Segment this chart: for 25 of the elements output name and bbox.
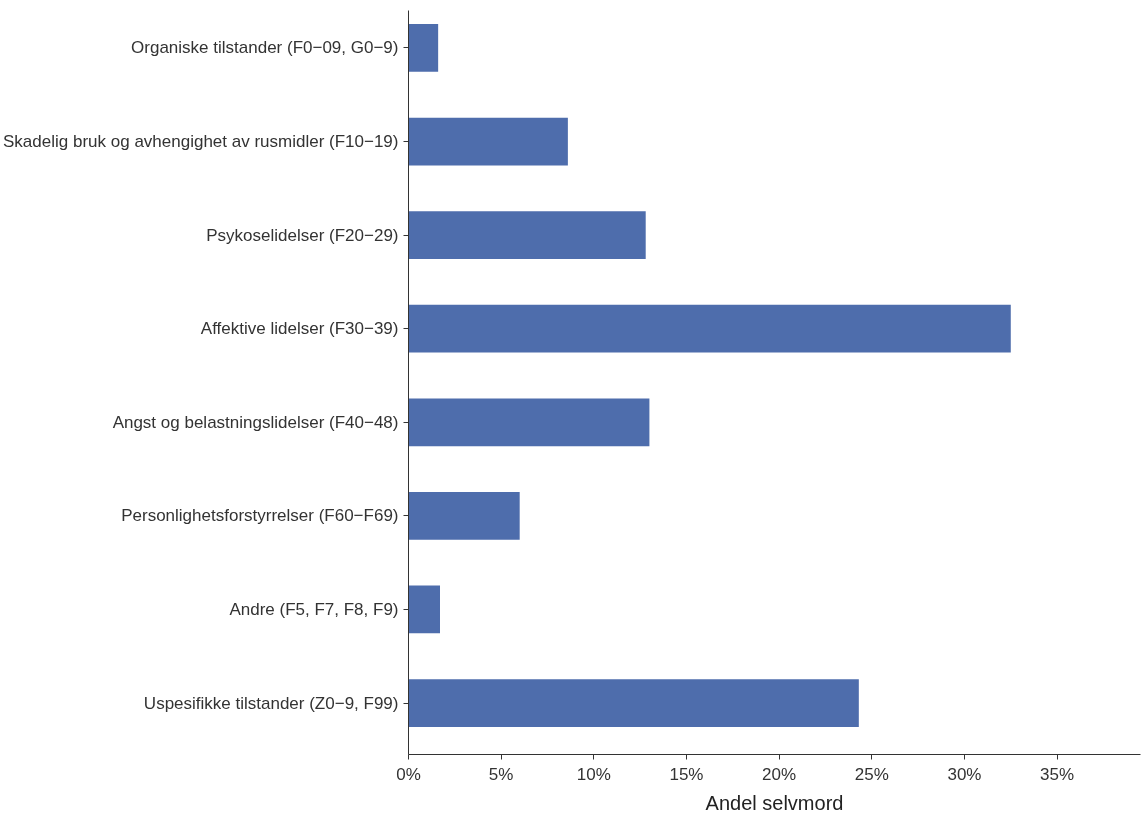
bar — [408, 304, 1011, 353]
bar — [408, 679, 859, 727]
bar — [408, 24, 439, 72]
x-tick-label: 10% — [576, 764, 611, 784]
x-tick-label: 15% — [669, 764, 704, 784]
y-tick-label: Angst og belastningslidelser (F40−48) — [112, 412, 399, 432]
y-tick-label: Uspesifikke tilstander (Z0−9, F99) — [143, 693, 399, 713]
bar — [408, 398, 650, 447]
bar — [408, 117, 568, 166]
y-tick-label: Affektive lidelser (F30−39) — [200, 319, 399, 339]
y-tick-label: Psykoselidelser (F20−29) — [206, 225, 399, 245]
x-tick-label: 20% — [762, 764, 797, 784]
x-tick-label: 25% — [854, 764, 889, 784]
x-tick-label: 35% — [1040, 764, 1075, 784]
y-tick-label: Personlighetsforstyrrelser (F60−F69) — [121, 506, 399, 526]
y-tick-label: Skadelig bruk og avhengighet av rusmidler (F10−19) — [3, 132, 399, 152]
bar — [408, 491, 520, 540]
bar — [408, 211, 646, 259]
x-tick-label: 30% — [947, 764, 982, 784]
y-tick-label: Andre (F5, F7, F8, F9) — [229, 599, 399, 619]
x-tick-label: 5% — [488, 764, 514, 784]
bar — [408, 585, 440, 634]
y-tick-label: Organiske tilstander (F0−09, G0−9) — [131, 38, 399, 58]
x-tick-label: 0% — [396, 764, 421, 784]
x-axis-title: Andel selvmord — [705, 791, 844, 814]
